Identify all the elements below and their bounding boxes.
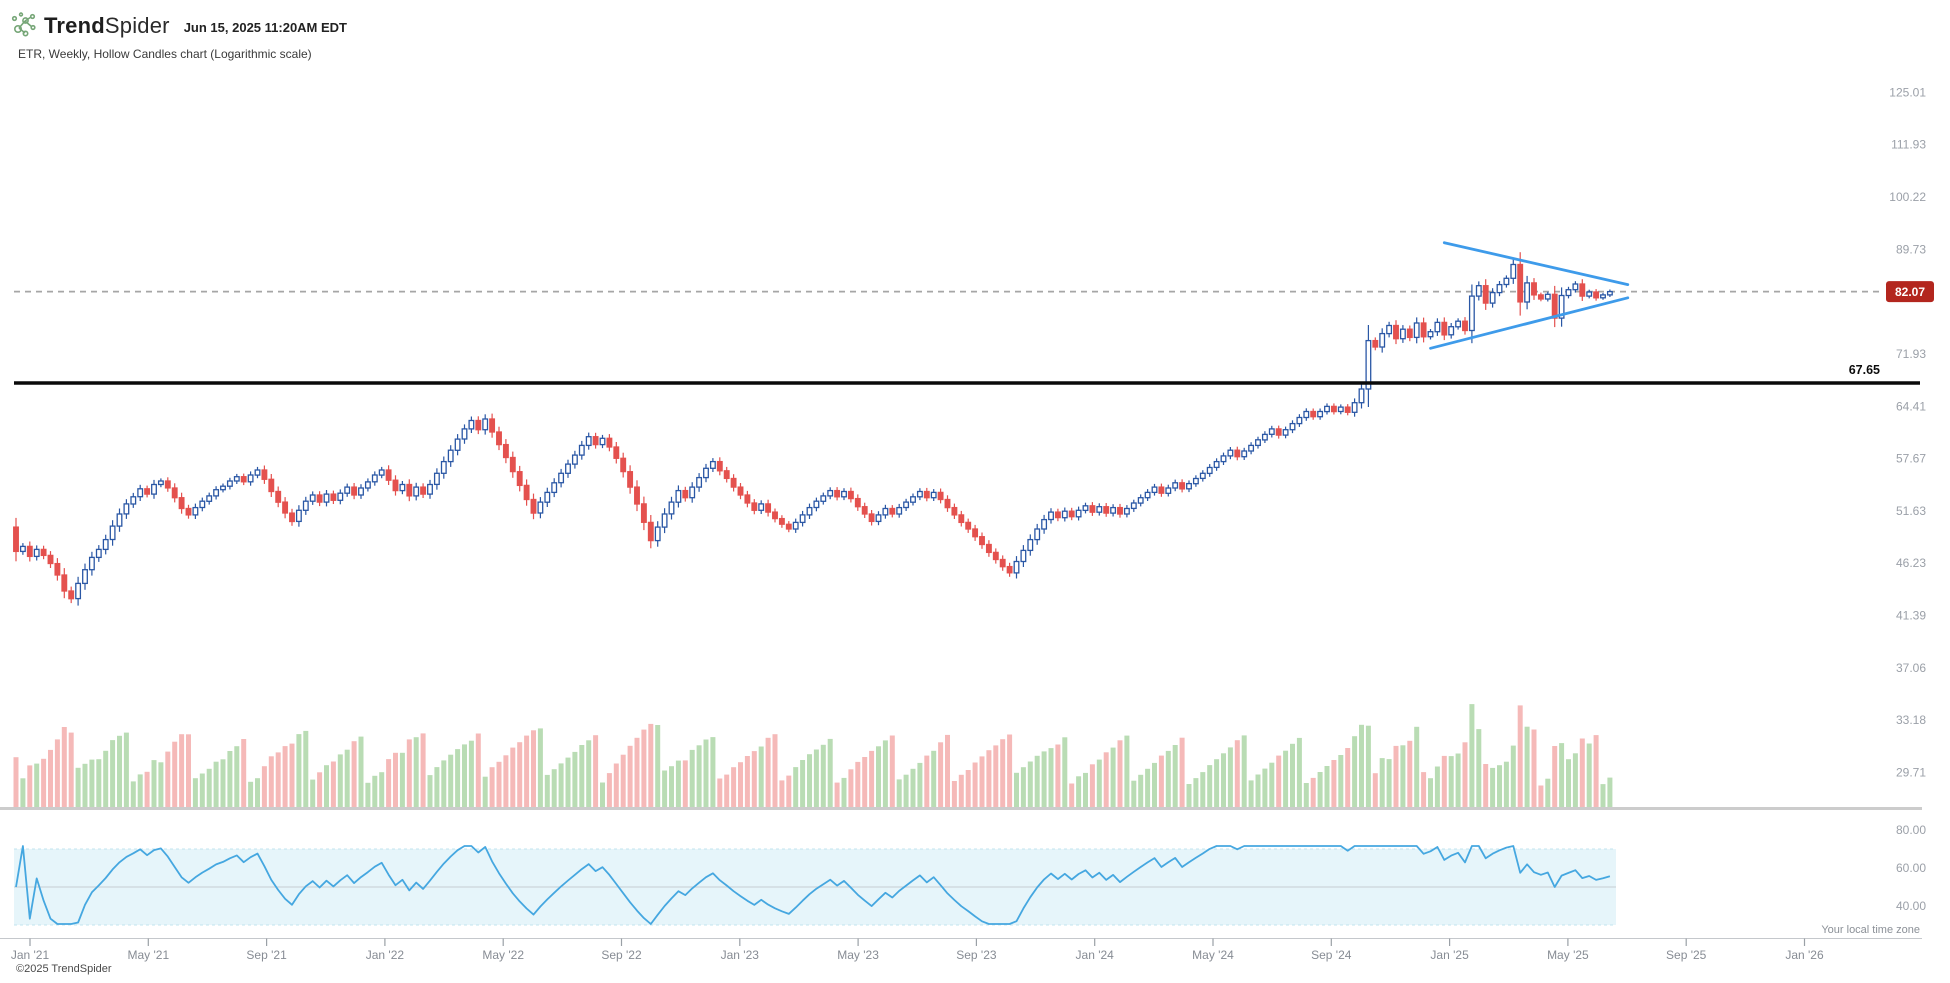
rsi-axis-label: 40.00 <box>1896 899 1926 913</box>
price-axis-label: 111.93 <box>1891 138 1926 152</box>
timezone-note: Your local time zone <box>1821 924 1920 936</box>
price-axis-label: 46.23 <box>1896 556 1926 570</box>
price-axis-label: 57.67 <box>1896 452 1926 466</box>
price-axis-label: 37.06 <box>1896 661 1926 675</box>
time-axis-label: Sep '23 <box>956 948 997 962</box>
time-axis-label: Jan '26 <box>1785 948 1824 962</box>
time-axis-label: Sep '22 <box>601 948 642 962</box>
brand-logo[interactable]: TrendSpider <box>44 13 170 39</box>
price-axis-label: 89.73 <box>1896 242 1926 256</box>
copyright-text: ©2025 TrendSpider <box>16 963 112 975</box>
time-axis-label: May '25 <box>1547 948 1589 962</box>
rsi-axis-label: 60.00 <box>1896 861 1926 875</box>
price-axis-label: 29.71 <box>1896 766 1926 780</box>
price-axis-label: 33.18 <box>1896 713 1926 727</box>
time-axis-label: Sep '24 <box>1311 948 1352 962</box>
price-axis-label: 51.63 <box>1896 504 1926 518</box>
chart-subtitle: ETR, Weekly, Hollow Candles chart (Logar… <box>18 47 312 61</box>
brand-light: Spider <box>104 12 170 38</box>
chart-timestamp: Jun 15, 2025 11:20AM EDT <box>183 19 348 35</box>
time-axis-label: Jan '23 <box>721 948 760 962</box>
time-axis-label: May '22 <box>482 948 524 962</box>
time-axis-label: Sep '21 <box>246 948 287 962</box>
triangle-upper-line[interactable] <box>1442 241 1630 287</box>
time-axis-label: Jan '24 <box>1076 948 1115 962</box>
price-axis-label: 100.22 <box>1889 190 1926 204</box>
trendspider-logo-icon[interactable] <box>10 12 37 39</box>
brand-bold: Trend <box>44 12 105 38</box>
support-level-label: 67.65 <box>1849 363 1880 377</box>
time-axis-label: Sep '25 <box>1666 948 1707 962</box>
price-axis: 125.01 111.93 100.22 89.73 71.93 64.41 57.67 51… <box>1849 85 1934 913</box>
price-axis-label: 125.01 <box>1889 85 1926 99</box>
rsi-axis-label: 80.00 <box>1896 823 1926 837</box>
last-price-badge <box>1886 281 1934 303</box>
header: TrendSpider Jun 15, 2025 11:20AM EDT <box>10 12 347 39</box>
time-axis-label: May '23 <box>837 948 879 962</box>
volume-layer <box>13 704 1613 808</box>
triangle-lower-line[interactable] <box>1429 296 1630 350</box>
volume-separator <box>0 807 1922 810</box>
last-price-badge-text: 82.07 <box>1895 285 1925 299</box>
time-axis-label: Jan '21 <box>11 948 50 962</box>
time-axis: Jan '21 May '21 Sep '21 Jan '22 May '22 Sep '… <box>11 938 1824 962</box>
candles-layer <box>13 252 1613 606</box>
price-axis-label: 64.41 <box>1896 399 1926 413</box>
time-axis-label: Jan '22 <box>366 948 405 962</box>
rsi-panel <box>14 845 1616 926</box>
time-axis-label: Jan '25 <box>1430 948 1469 962</box>
time-axis-label: May '21 <box>127 948 169 962</box>
price-axis-label: 71.93 <box>1896 347 1926 361</box>
rsi-line <box>15 845 1611 925</box>
time-axis-label: May '24 <box>1192 948 1234 962</box>
triangle-pattern[interactable] <box>1429 241 1630 350</box>
price-axis-label: 41.39 <box>1896 609 1926 623</box>
